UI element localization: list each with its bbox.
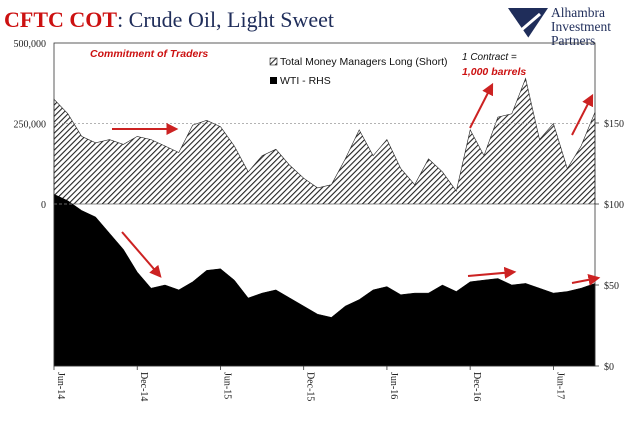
- x-tick-label: Jun-17: [554, 372, 565, 399]
- y-left-tick-label: 250,000: [14, 120, 47, 131]
- x-tick-label: Dec-14: [138, 372, 149, 401]
- chart-title: CFTC COT: Crude Oil, Light Sweet: [4, 7, 334, 32]
- logo-line1: Alhambra: [551, 5, 605, 20]
- arrow-up-2017: [571, 93, 594, 136]
- x-tick-label: Jun-16: [388, 372, 399, 399]
- y-right-tick-label: $150: [604, 119, 624, 130]
- plot-border: [53, 42, 596, 367]
- logo: Alhambra Investment Partners: [504, 5, 611, 48]
- series-money-managers-area: [53, 77, 596, 205]
- y-right-tick-label: $100: [604, 200, 624, 211]
- axis-layer: 0 250,000 500,000 $0 $50 $100 $150 Jun-14 Dec-14…: [14, 39, 625, 401]
- annotation-contract-line1: 1 Contract =: [462, 52, 517, 63]
- y-left-tick-label: 500,000: [14, 39, 47, 50]
- arrow-flat-wti-2017: [571, 273, 601, 286]
- y-left-tick-label: 0: [41, 200, 46, 211]
- series-layer: [53, 77, 596, 367]
- arrow-flat-wti-2016: [467, 266, 517, 279]
- legend: Total Money Managers Long (Short) WTI - …: [269, 56, 448, 87]
- x-tick-label: Dec-16: [471, 372, 482, 401]
- trend-arrows: [112, 82, 601, 286]
- annotation-contract-line2: 1,000 barrels: [462, 66, 526, 78]
- annotation-commitment: Commitment of Traders: [90, 48, 208, 60]
- chart-title-part2: : Crude Oil, Light Sweet: [117, 7, 334, 32]
- legend-item-2: WTI - RHS: [270, 75, 331, 87]
- arrow-up-2016: [469, 82, 494, 129]
- y-right-tick-label: $50: [604, 281, 619, 292]
- series-wti-area: [53, 193, 596, 367]
- chart-title-part1: CFTC COT: [4, 7, 117, 32]
- legend-swatch-hatched: [269, 57, 278, 66]
- logo-line2: Investment: [551, 19, 611, 34]
- logo-emblem-icon: [504, 8, 548, 46]
- legend-label-money-managers: Total Money Managers Long (Short): [280, 56, 448, 68]
- legend-swatch-solid: [270, 77, 277, 84]
- y-right-tick-label: $0: [604, 362, 614, 373]
- grid-layer: [54, 123, 595, 205]
- arrow-down-wti: [121, 231, 162, 278]
- x-tick-label: Dec-15: [305, 372, 316, 401]
- x-tick-label: Jun-15: [221, 372, 232, 399]
- logo-line3: Partners: [551, 33, 595, 48]
- legend-label-wti: WTI - RHS: [280, 75, 331, 87]
- x-tick-label: Jun-14: [55, 372, 66, 399]
- legend-item-1: Total Money Managers Long (Short): [269, 56, 448, 68]
